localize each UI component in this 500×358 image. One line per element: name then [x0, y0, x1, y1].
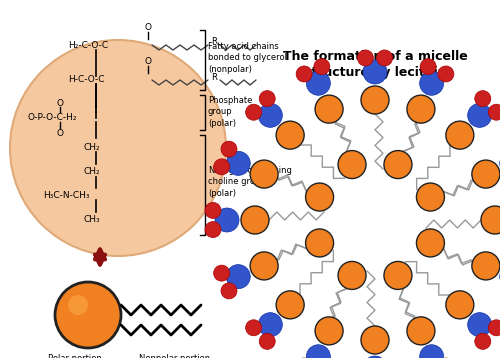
Circle shape	[468, 313, 491, 337]
Text: O: O	[56, 129, 64, 137]
Circle shape	[472, 160, 500, 188]
Circle shape	[214, 159, 230, 175]
Circle shape	[416, 229, 444, 257]
Circle shape	[276, 121, 304, 149]
Circle shape	[481, 206, 500, 234]
Text: Fatty acid chains
bonded to glycerol
(nonpolar): Fatty acid chains bonded to glycerol (no…	[208, 42, 287, 74]
Text: R: R	[211, 73, 217, 82]
Text: Nonpolar portion
(hydrophobic): Nonpolar portion (hydrophobic)	[140, 354, 210, 358]
Circle shape	[226, 151, 250, 175]
Circle shape	[416, 183, 444, 211]
Text: R: R	[211, 38, 217, 47]
Text: The formation of a micelle
structure by lecithin: The formation of a micelle structure by …	[282, 50, 468, 79]
Circle shape	[420, 59, 436, 74]
Circle shape	[338, 261, 366, 289]
Circle shape	[314, 59, 330, 74]
Circle shape	[215, 208, 239, 232]
Circle shape	[214, 265, 230, 281]
Circle shape	[384, 261, 412, 289]
Text: Polar portion
(hydrophilic): Polar portion (hydrophilic)	[48, 354, 102, 358]
Circle shape	[306, 183, 334, 211]
Circle shape	[338, 151, 366, 179]
Circle shape	[241, 206, 269, 234]
Circle shape	[420, 345, 444, 358]
Circle shape	[296, 66, 312, 82]
Circle shape	[258, 313, 282, 337]
Circle shape	[306, 345, 330, 358]
Circle shape	[363, 60, 387, 84]
Circle shape	[358, 50, 374, 66]
Circle shape	[407, 317, 435, 345]
Text: O: O	[144, 24, 152, 33]
Circle shape	[246, 320, 262, 336]
Text: H₂-C-O-C: H₂-C-O-C	[68, 40, 108, 49]
Text: CH₂: CH₂	[83, 142, 100, 151]
Circle shape	[276, 291, 304, 319]
Circle shape	[472, 252, 500, 280]
Circle shape	[10, 40, 226, 256]
Text: H-C-O-C: H-C-O-C	[68, 76, 104, 84]
Circle shape	[306, 229, 334, 257]
Text: CH₃: CH₃	[83, 216, 100, 224]
Text: O-P-O-C-H₂: O-P-O-C-H₂	[28, 113, 78, 122]
Circle shape	[226, 265, 250, 289]
Text: CH₂: CH₂	[83, 168, 100, 176]
Circle shape	[306, 71, 330, 95]
Text: H₃C-N-CH₃: H₃C-N-CH₃	[43, 192, 90, 200]
Circle shape	[384, 151, 412, 179]
Circle shape	[361, 326, 389, 354]
Circle shape	[446, 121, 474, 149]
Circle shape	[475, 91, 491, 107]
Circle shape	[205, 202, 221, 218]
Circle shape	[55, 282, 121, 348]
Circle shape	[438, 66, 454, 82]
Circle shape	[250, 160, 278, 188]
Circle shape	[68, 295, 88, 315]
Circle shape	[468, 103, 491, 127]
Text: O: O	[144, 58, 152, 67]
Circle shape	[246, 104, 262, 120]
Text: Nitrogen-containing
choline group
(polar): Nitrogen-containing choline group (polar…	[208, 166, 292, 198]
Circle shape	[475, 333, 491, 349]
Circle shape	[488, 104, 500, 120]
Circle shape	[258, 103, 282, 127]
Circle shape	[376, 50, 392, 66]
Text: O: O	[56, 98, 64, 107]
Circle shape	[361, 86, 389, 114]
Circle shape	[250, 252, 278, 280]
Circle shape	[259, 333, 275, 349]
Circle shape	[363, 356, 387, 358]
Circle shape	[488, 320, 500, 336]
Circle shape	[446, 291, 474, 319]
Circle shape	[407, 95, 435, 123]
Circle shape	[205, 222, 221, 238]
Circle shape	[315, 95, 343, 123]
Circle shape	[315, 317, 343, 345]
Circle shape	[259, 91, 275, 107]
Circle shape	[221, 141, 237, 157]
Text: Phosphate
group
(polar): Phosphate group (polar)	[208, 96, 252, 128]
Circle shape	[221, 283, 237, 299]
Circle shape	[420, 71, 444, 95]
